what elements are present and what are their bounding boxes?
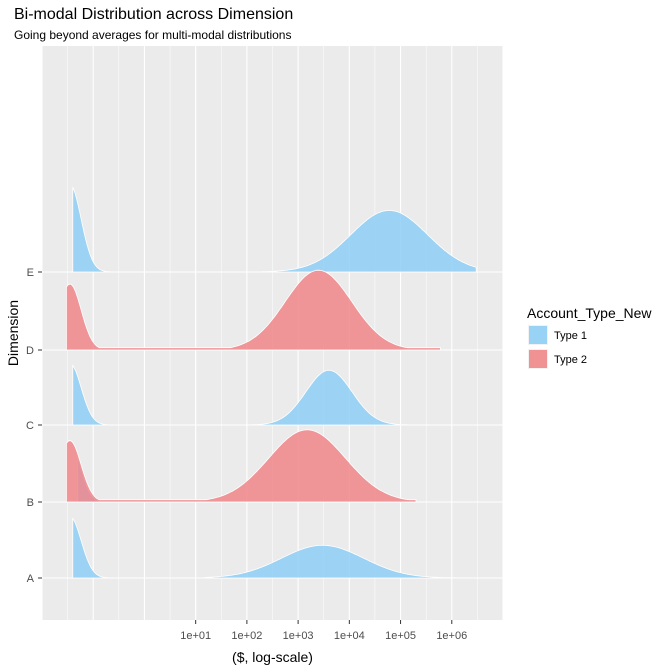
ridge-type-2-D — [66, 269, 441, 351]
x-axis-label: ($, log-scale) — [232, 649, 313, 665]
ridge-type-1-A — [72, 517, 462, 579]
x-tick-label: 1e+03 — [283, 630, 314, 642]
chart-title: Bi-modal Distribution across Dimension — [14, 6, 294, 23]
y-tick-label: B — [27, 497, 34, 509]
ridge-type-1-C — [72, 364, 468, 426]
x-tick-label: 1e+02 — [231, 630, 262, 642]
x-tick-label: 1e+05 — [385, 630, 416, 642]
legend-swatch-type-1 — [529, 326, 547, 344]
legend-label: Type 1 — [554, 330, 587, 342]
y-tick-label: A — [27, 573, 35, 585]
legend-swatch-type-2 — [529, 350, 547, 368]
x-tick-label: 1e+04 — [334, 630, 365, 642]
legend: Account_Type_New Type 1 Type 2 — [527, 305, 652, 369]
y-tick-label: C — [26, 420, 34, 432]
density-ridges — [66, 186, 477, 579]
x-tick-label: 1e+06 — [436, 630, 467, 642]
ridge-type-2-B — [66, 429, 417, 503]
x-tick-label: 1e+01 — [180, 630, 211, 642]
y-tick-label: D — [26, 345, 34, 357]
y-tick-label: E — [27, 267, 34, 279]
y-axis-label: Dimension — [5, 300, 21, 366]
chart-subtitle: Going beyond averages for multi-modal di… — [14, 28, 292, 42]
legend-title: Account_Type_New — [527, 305, 652, 321]
ridge-type-1-E — [72, 186, 477, 273]
legend-label: Type 2 — [554, 354, 587, 366]
